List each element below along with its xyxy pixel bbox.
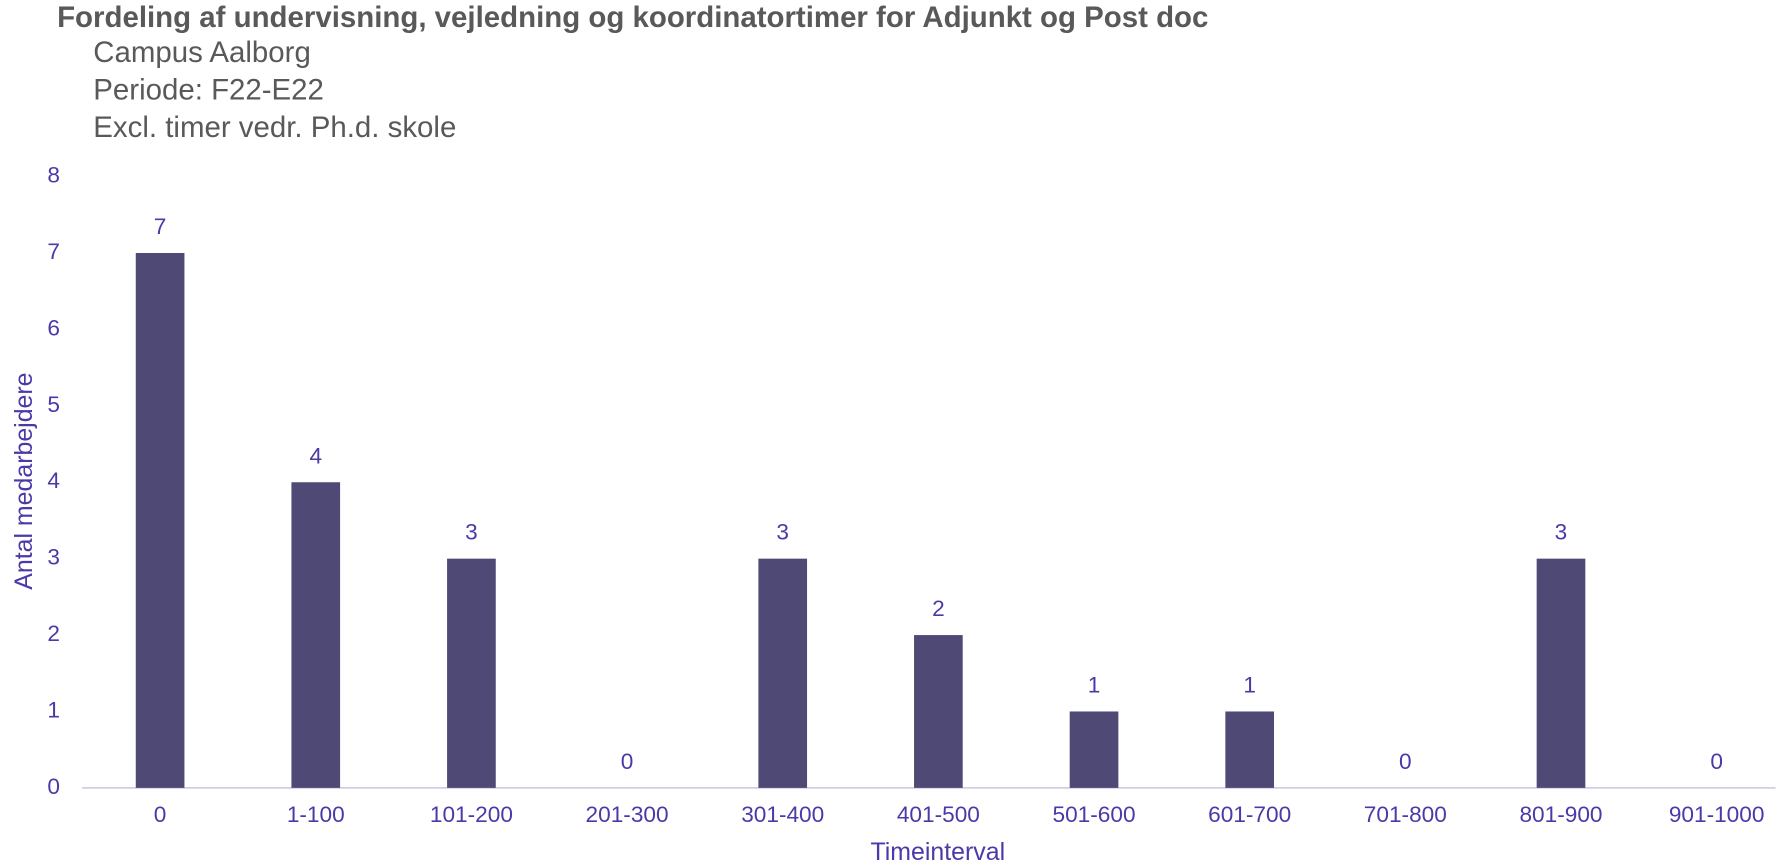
y-tick-label: 4	[47, 468, 60, 493]
y-tick-label: 6	[47, 315, 60, 340]
x-tick-label: 801-900	[1519, 802, 1602, 827]
x-tick-label: 1-100	[287, 802, 345, 827]
chart-title: Fordeling af undervisning, vejledning og…	[57, 1, 1208, 34]
bar	[135, 253, 185, 788]
bar	[291, 482, 341, 788]
x-tick-label: 601-700	[1208, 802, 1291, 827]
bar	[914, 635, 963, 788]
y-tick-label: 2	[47, 621, 60, 646]
y-tick-label: 0	[47, 774, 60, 799]
x-tick-label: 301-400	[741, 802, 824, 827]
x-axis-title: Timeinterval	[870, 838, 1005, 866]
y-tick-label: 7	[47, 239, 60, 264]
data-label: 4	[309, 443, 322, 468]
x-tick-label: 201-300	[586, 802, 669, 827]
x-tick-label: 501-600	[1053, 802, 1136, 827]
data-label: 3	[1555, 520, 1568, 545]
data-label: 3	[465, 520, 478, 545]
y-tick-label: 3	[47, 545, 60, 570]
bar	[1225, 711, 1275, 788]
chart-subtitle: Campus Aalborg	[93, 36, 311, 69]
y-axis-title: Antal medarbejdere	[10, 372, 38, 589]
y-tick-label: 1	[47, 697, 60, 722]
chart-subtitle: Excl. timer vedr. Ph.d. skole	[93, 111, 456, 144]
data-label: 2	[932, 596, 945, 621]
x-tick-label: 701-800	[1364, 802, 1447, 827]
data-label: 1	[1243, 673, 1256, 698]
data-label: 0	[1399, 749, 1412, 774]
data-label: 0	[1710, 749, 1723, 774]
y-tick-label: 8	[47, 163, 60, 188]
data-label: 1	[1088, 673, 1101, 698]
x-tick-label: 401-500	[897, 802, 980, 827]
x-tick-label: 0	[154, 802, 167, 827]
x-tick-label: 101-200	[430, 802, 513, 827]
data-label: 7	[154, 214, 167, 239]
bar	[447, 558, 496, 788]
data-label: 3	[776, 520, 789, 545]
y-tick-label: 5	[47, 392, 60, 417]
chart-subtitle: Periode: F22-E22	[93, 73, 324, 106]
bar	[758, 558, 808, 788]
data-label: 0	[621, 749, 634, 774]
x-tick-label: 901-1000	[1669, 802, 1765, 827]
bar	[1536, 558, 1586, 788]
bar	[1069, 711, 1119, 788]
